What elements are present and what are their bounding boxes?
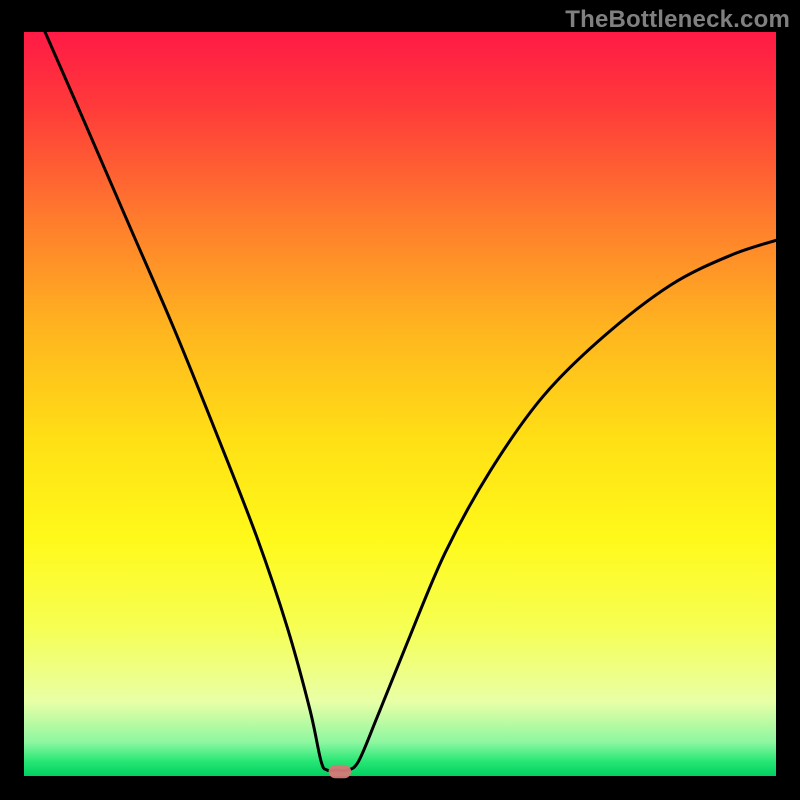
bottleneck-chart [0, 0, 800, 800]
vertex-marker [329, 765, 352, 778]
watermark-text: TheBottleneck.com [565, 6, 790, 34]
chart-frame: TheBottleneck.com [0, 0, 800, 800]
